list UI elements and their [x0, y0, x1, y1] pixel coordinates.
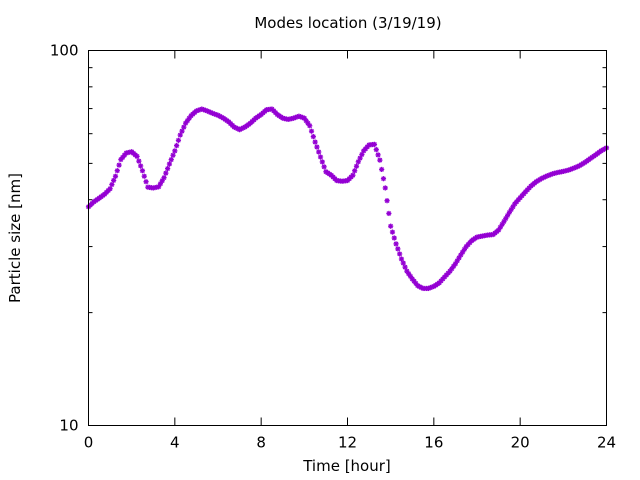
interp-point	[308, 128, 315, 134]
data-point	[393, 241, 399, 247]
interp-point	[400, 260, 406, 266]
interp-point	[402, 264, 408, 270]
interp-point	[310, 134, 316, 140]
interp-point	[109, 181, 115, 188]
data-point	[177, 132, 183, 138]
data-point	[382, 185, 388, 191]
interp-point	[391, 235, 397, 241]
x-tick-label: 12	[338, 434, 357, 452]
interp-point	[380, 176, 387, 182]
interp-point	[319, 159, 325, 165]
data-point	[377, 157, 383, 163]
tick-labels: 0 4 8 12 16 20 24 10 100	[50, 42, 616, 452]
interp-point	[141, 173, 147, 179]
plot-frame	[88, 50, 607, 426]
interp-point	[175, 137, 182, 143]
interp-point	[379, 166, 385, 173]
data-point	[161, 175, 167, 181]
interp-point	[373, 147, 379, 153]
data-point	[107, 186, 113, 192]
y-axis-label: Particle size [nm]	[6, 173, 24, 303]
x-tick-label: 8	[256, 434, 266, 452]
interp-point	[397, 251, 403, 257]
interp-point	[321, 164, 327, 170]
x-tick-label: 0	[84, 434, 94, 452]
interp-point	[316, 149, 322, 155]
interp-point	[136, 158, 142, 164]
data-point	[166, 161, 173, 167]
y-tick-label: 100	[50, 42, 79, 60]
x-tick-label: 4	[170, 434, 180, 452]
data-series	[85, 106, 610, 292]
interp-point	[116, 162, 122, 168]
interp-point	[170, 152, 176, 158]
data-point	[398, 256, 405, 262]
interp-point	[168, 157, 174, 163]
interp-point	[163, 170, 169, 176]
data-point	[307, 123, 313, 129]
data-point	[312, 139, 318, 145]
interp-point	[497, 224, 503, 230]
interp-point	[352, 168, 358, 174]
data-point	[172, 148, 178, 154]
interp-point	[174, 142, 180, 149]
axis-ticks	[88, 50, 607, 426]
data-point	[371, 141, 378, 147]
x-tick-label: 16	[424, 434, 443, 452]
interp-point	[395, 246, 401, 252]
interp-point	[389, 229, 396, 235]
data-point	[134, 153, 140, 159]
interp-point	[384, 198, 390, 204]
data-point	[139, 168, 146, 174]
x-axis-label: Time [hour]	[302, 457, 391, 475]
data-point	[112, 173, 119, 179]
interp-point	[375, 152, 381, 158]
x-tick-label: 24	[597, 434, 616, 452]
interp-point	[353, 163, 360, 169]
interp-point	[181, 124, 187, 130]
interp-point	[165, 165, 171, 172]
data-point	[388, 223, 394, 229]
x-tick-label: 20	[511, 434, 530, 452]
interp-point	[143, 179, 149, 185]
data-point	[350, 172, 356, 178]
interp-point	[179, 128, 185, 134]
data-point	[317, 154, 324, 160]
interp-point	[386, 210, 392, 217]
chart-title: Modes location (3/19/19)	[254, 14, 441, 32]
y-tick-label: 10	[59, 417, 78, 435]
interp-point	[114, 168, 120, 174]
interp-point	[111, 177, 117, 184]
interp-point	[314, 144, 320, 150]
interp-point	[138, 163, 144, 169]
